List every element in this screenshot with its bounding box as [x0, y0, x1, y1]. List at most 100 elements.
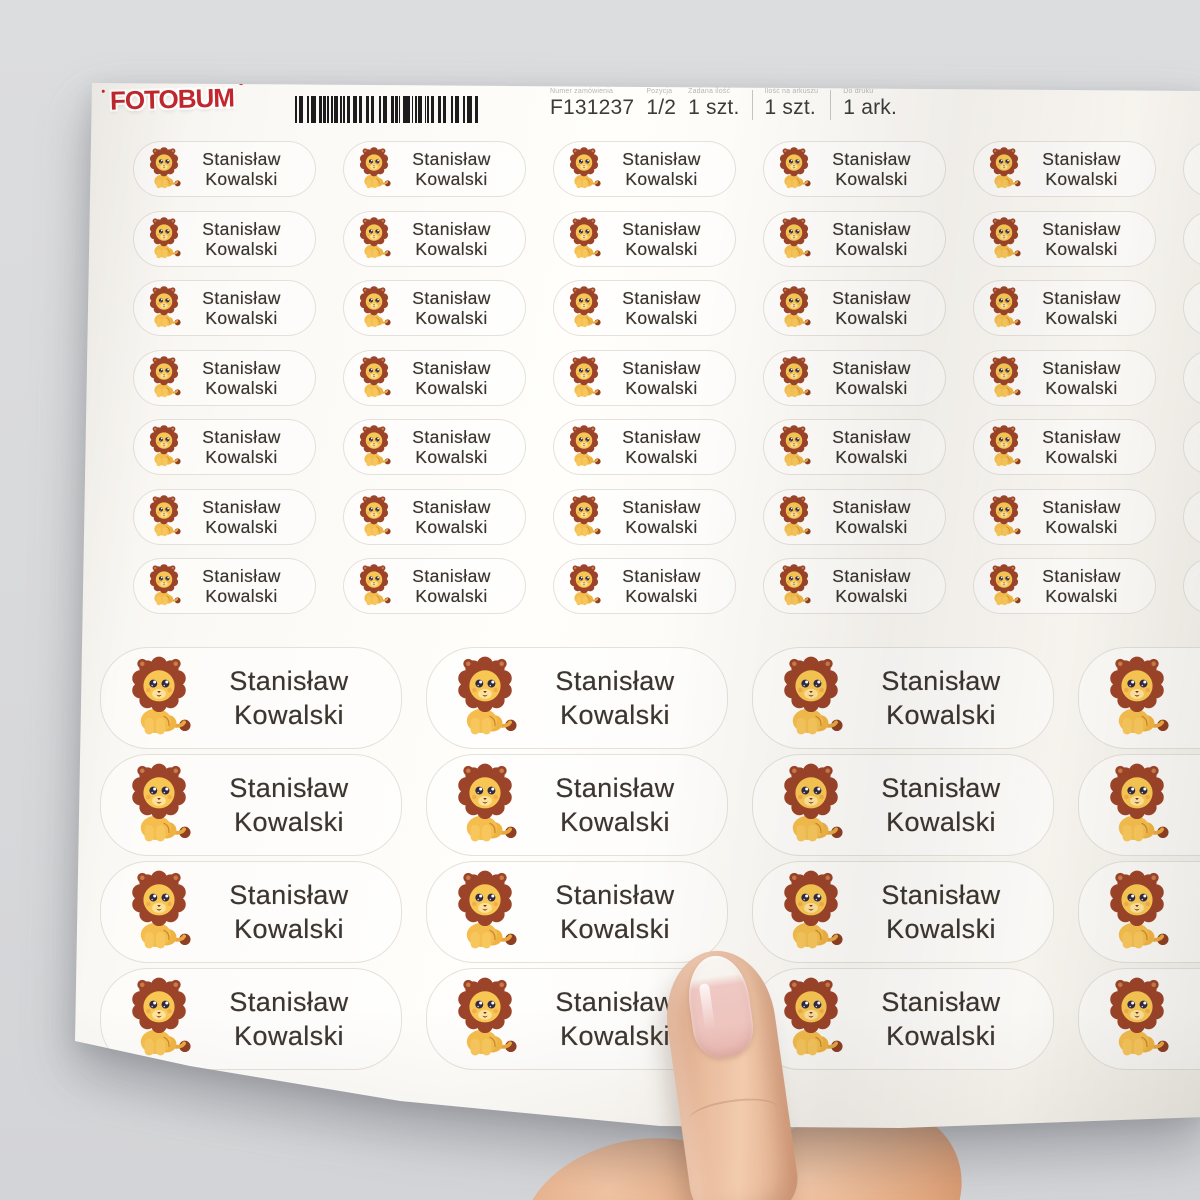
info-label: Zadana ilość [688, 88, 731, 95]
name-sticker: Stanisław Kowalski [100, 754, 402, 856]
name-sticker: Stanisław Kowalski [752, 861, 1054, 963]
lion-icon [569, 216, 601, 258]
sticker-name-line1: Stanisław [622, 288, 701, 308]
name-sticker: Stanisław Kowalski [100, 861, 402, 963]
sticker-name-line1: Stanisław [412, 149, 491, 169]
info-field-ordered-qty: Zadana ilość 1 szt. [688, 88, 739, 120]
sticker-name-line2: Kowalski [886, 807, 996, 837]
info-value: 1 szt. [764, 96, 816, 119]
lion-icon [1110, 977, 1169, 1056]
sticker-name-line2: Kowalski [1045, 586, 1118, 606]
name-sticker: Stanisław Kowalski [133, 419, 316, 475]
name-sticker: Stanisław Kowalski [763, 280, 946, 336]
sticker-name: Stanisław Kowalski [184, 427, 299, 467]
name-sticker: Stanisław Kowalski [343, 210, 526, 267]
lion-icon [779, 216, 811, 258]
sticker-name: Stanisław Kowalski [1175, 664, 1200, 732]
lion-icon [569, 286, 601, 328]
sticker-name-line1: Stanisław [1042, 427, 1121, 447]
sticker-name: Stanisław Kowalski [1024, 288, 1139, 328]
sticker-name-line2: Kowalski [234, 914, 344, 944]
lion-icon [149, 425, 181, 467]
sticker-name-line2: Kowalski [625, 516, 698, 537]
sticker-name-line1: Stanisław [622, 496, 701, 517]
lion-icon [784, 870, 843, 949]
lion-icon [779, 147, 811, 189]
sticker-name: Stanisław Kowalski [1024, 219, 1139, 259]
logo-splatter-dot [238, 83, 244, 86]
sticker-name-line1: Stanisław [622, 566, 701, 586]
sticker-name-line1: Stanisław [881, 666, 1001, 696]
sticker-name-line2: Kowalski [560, 914, 670, 944]
lion-icon [458, 870, 517, 949]
name-sticker: Stanisław Kowalski [133, 210, 316, 267]
lion-icon [1199, 154, 1200, 170]
lion-icon [458, 656, 517, 735]
sticker-name-line1: Stanisław [1042, 288, 1121, 308]
sticker-name: Stanisław Kowalski [1175, 771, 1200, 839]
sticker-name-line1: Stanisław [1042, 149, 1121, 169]
info-field-order-number: Numer zamówienia F131237 [550, 88, 634, 120]
sticker-name-line2: Kowalski [886, 1021, 996, 1051]
sticker-name: Stanisław Kowalski [814, 427, 929, 467]
sticker-name: Stanisław Kowalski [849, 878, 1033, 946]
sticker-name-line2: Kowalski [625, 169, 698, 189]
lion-icon [1199, 501, 1200, 517]
sticker-name-line1: Stanisław [1175, 985, 1200, 1019]
thumb-crease [686, 1093, 780, 1134]
name-sticker: Stanisław Kowalski [343, 349, 526, 406]
lion-icon [149, 286, 181, 328]
sticker-name: Stanisław Kowalski [814, 358, 929, 398]
sticker-name-line2: Kowalski [415, 238, 488, 259]
sticker-name: Stanisław Kowalski [184, 288, 299, 328]
lion-icon [132, 870, 191, 949]
lion-icon [779, 355, 811, 397]
lion-icon [784, 763, 843, 842]
name-sticker: Stanisław Kowalski [133, 558, 316, 614]
lion-icon [784, 977, 843, 1056]
sticker-name-line1: Stanisław [555, 880, 675, 910]
name-sticker: Stanisław Kowalski [1183, 210, 1200, 267]
sticker-name: Stanisław Kowalski [1024, 149, 1139, 189]
sticker-name-line1: Stanisław [229, 773, 349, 803]
info-label: Numer zamówienia [550, 88, 614, 95]
lion-icon [1199, 432, 1200, 448]
name-sticker: Stanisław Kowalski [553, 488, 736, 545]
sticker-name-line2: Kowalski [1045, 308, 1118, 328]
brand-logo-text: FOTOBUM [109, 82, 235, 116]
lion-icon [132, 977, 191, 1056]
sticker-name-line2: Kowalski [1045, 238, 1118, 259]
sticker-name: Stanisław Kowalski [523, 664, 707, 732]
name-sticker: Stanisław Kowalski [763, 558, 946, 614]
sticker-name-line2: Kowalski [835, 377, 908, 398]
name-sticker: Stanisław Kowalski [763, 419, 946, 475]
name-sticker: Stanisław Kowalski [343, 280, 526, 336]
sticker-name-line2: Kowalski [234, 807, 344, 837]
lion-icon [779, 494, 811, 536]
name-sticker: Stanisław Kowalski [1183, 280, 1200, 336]
brand-logo: FOTOBUM [101, 82, 244, 117]
name-sticker: Stanisław Kowalski [426, 754, 728, 856]
sticker-name-line2: Kowalski [625, 238, 698, 259]
barcode-icon [295, 96, 478, 123]
name-sticker: Stanisław Kowalski [553, 210, 736, 267]
sticker-name-line1: Stanisław [229, 987, 349, 1017]
sticker-name: Stanisław Kowalski [1024, 566, 1139, 606]
sticker-name-line2: Kowalski [1045, 169, 1118, 189]
sticker-name-line1: Stanisław [832, 357, 911, 378]
sticker-name-line2: Kowalski [415, 169, 488, 189]
name-sticker: Stanisław Kowalski [973, 280, 1156, 336]
lion-icon [569, 425, 601, 467]
sticker-name-line1: Stanisław [832, 566, 911, 586]
sticker-name-line1: Stanisław [412, 288, 491, 308]
lion-icon [1110, 656, 1169, 735]
name-sticker: Stanisław Kowalski [973, 141, 1156, 197]
sticker-name: Stanisław Kowalski [394, 288, 509, 328]
sticker-name-line2: Kowalski [560, 807, 670, 837]
sticker-name-line2: Kowalski [560, 700, 670, 730]
sticker-name: Stanisław Kowalski [814, 149, 929, 189]
info-divider [751, 90, 753, 120]
sticker-name-line2: Kowalski [205, 308, 278, 328]
sticker-name-line2: Kowalski [415, 586, 488, 606]
sticker-name-line2: Kowalski [1175, 698, 1200, 732]
